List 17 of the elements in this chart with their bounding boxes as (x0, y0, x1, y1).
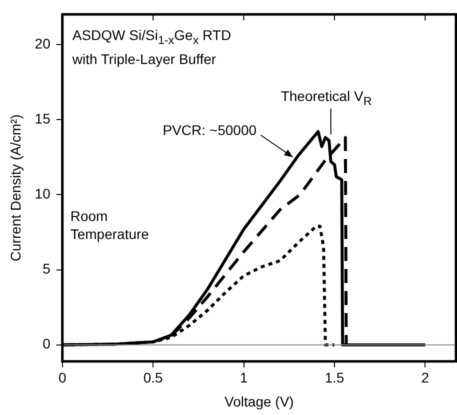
y-axis-title: Current Density (A/cm²) (7, 114, 24, 262)
y-tick-label: 10 (34, 186, 51, 202)
x-axis-title: Voltage (V) (224, 393, 294, 410)
annotation: PVCR: ~50000 (162, 121, 257, 140)
y-tick-label: 0 (42, 336, 51, 352)
x-tick-label: 0.5 (143, 370, 164, 386)
x-tick-label: 2 (421, 370, 430, 386)
annotation: Theoretical V$_{R}$ (280, 86, 373, 110)
x-tick-label: 1 (240, 370, 248, 386)
y-tick-label: 5 (42, 260, 51, 277)
text: with Triple-Layer Buffer (72, 50, 218, 68)
text: ASDQW Si/Si$_{1-x}$Ge$_{x}$ RTD (72, 26, 232, 50)
x-tick-label: 0 (58, 370, 66, 386)
y-tick-label: 15 (34, 110, 51, 126)
annotation: Room Temperature (70, 206, 150, 243)
y-tick-label: 20 (34, 35, 51, 52)
x-tick-label: 1.5 (324, 370, 344, 386)
